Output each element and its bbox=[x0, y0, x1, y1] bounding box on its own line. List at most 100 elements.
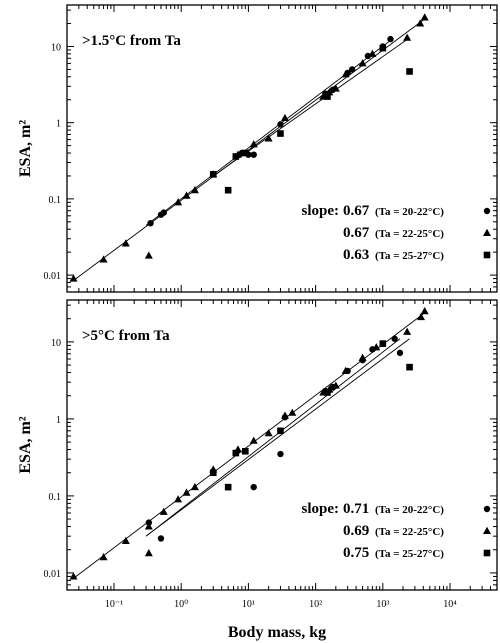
data-point-circle bbox=[147, 219, 154, 227]
legend-temperature: (Ta = 20-22°C) bbox=[375, 206, 444, 218]
data-point-triangle bbox=[331, 84, 340, 92]
y-tick-label: 1 bbox=[56, 119, 61, 130]
slope-value: 0.75 bbox=[343, 545, 369, 561]
data-point-circle bbox=[391, 335, 398, 342]
data-point-triangle bbox=[144, 522, 153, 530]
panel-annotation: >5°C from Ta bbox=[82, 328, 170, 344]
data-point-square bbox=[242, 149, 249, 157]
y-tick-label: 1 bbox=[56, 415, 61, 426]
legend-marker-triangle bbox=[483, 526, 491, 534]
legend-temperature: (Ta = 25-27°C) bbox=[375, 548, 444, 560]
data-point-triangle bbox=[264, 429, 273, 437]
y-tick-label: 0.01 bbox=[44, 271, 62, 282]
y-tick-label: 0.1 bbox=[49, 195, 62, 206]
fit-line-triangle bbox=[73, 17, 427, 281]
slope-value: 0.71 bbox=[343, 501, 369, 517]
data-point-circle bbox=[277, 450, 284, 458]
slope-label: slope: bbox=[302, 203, 340, 219]
data-point-triangle bbox=[403, 33, 412, 41]
y-tick-label: 10 bbox=[51, 42, 61, 53]
data-point-triangle bbox=[190, 482, 199, 491]
data-point-square bbox=[277, 130, 284, 137]
data-point-triangle bbox=[174, 198, 183, 206]
data-point-square bbox=[406, 68, 413, 75]
data-point-triangle bbox=[144, 549, 153, 557]
data-point-triangle bbox=[174, 495, 183, 503]
legend-temperature: (Ta = 22-25°C) bbox=[375, 526, 444, 538]
data-point-square bbox=[232, 449, 240, 457]
data-point-triangle bbox=[358, 59, 367, 67]
data-point-triangle bbox=[121, 536, 130, 544]
legend-marker-circle bbox=[483, 505, 491, 513]
x-tick-label: 10² bbox=[309, 599, 322, 610]
data-point-square bbox=[232, 153, 240, 160]
data-point-square bbox=[406, 363, 413, 371]
plot-frame bbox=[66, 4, 498, 293]
legend-marker-square bbox=[483, 549, 491, 557]
data-point-triangle bbox=[288, 408, 297, 416]
data-point-triangle bbox=[144, 251, 153, 259]
slope-label: slope: bbox=[302, 501, 340, 517]
y-axis-label: ESA, m² bbox=[17, 120, 34, 177]
y-tick-label: 0.01 bbox=[44, 569, 62, 580]
x-tick-label: 10³ bbox=[376, 599, 389, 610]
data-point-square bbox=[324, 389, 331, 396]
data-point-triangle bbox=[358, 353, 367, 361]
data-point-triangle bbox=[69, 572, 78, 580]
data-point-triangle bbox=[99, 255, 108, 263]
data-point-triangle bbox=[182, 488, 191, 496]
data-point-circle bbox=[277, 121, 284, 128]
y-tick-label: 0.1 bbox=[49, 492, 62, 503]
fit-line-triangle bbox=[73, 310, 427, 579]
slope-value: 0.67 bbox=[343, 225, 370, 241]
data-point-square bbox=[242, 447, 249, 455]
data-point-triangle bbox=[249, 436, 258, 444]
data-point-triangle bbox=[190, 185, 199, 194]
data-point-square bbox=[224, 483, 232, 491]
fit-line-circle bbox=[145, 338, 401, 537]
data-point-circle bbox=[250, 151, 257, 158]
x-tick-label: 10⁴ bbox=[443, 599, 457, 610]
data-point-triangle bbox=[341, 70, 350, 78]
y-axis-label: ESA, m² bbox=[17, 416, 34, 473]
data-point-circle bbox=[348, 66, 356, 73]
data-point-triangle bbox=[341, 366, 350, 374]
x-tick-label: 10¹ bbox=[242, 599, 255, 610]
legend-temperature: (Ta = 20-22°C) bbox=[375, 504, 444, 516]
data-point-square bbox=[379, 44, 387, 52]
data-point-circle bbox=[157, 535, 165, 542]
data-point-triangle bbox=[69, 274, 78, 282]
panel-annotation: >1.5°C from Ta bbox=[82, 33, 181, 49]
data-point-square bbox=[379, 340, 387, 347]
data-point-triangle bbox=[249, 140, 258, 148]
data-point-triangle bbox=[182, 191, 191, 199]
data-point-circle bbox=[396, 349, 404, 357]
slope-value: 0.63 bbox=[343, 247, 369, 263]
x-axis-label: Body mass, kg bbox=[228, 624, 326, 641]
data-point-triangle bbox=[121, 239, 130, 247]
data-point-triangle bbox=[280, 411, 289, 419]
data-point-triangle bbox=[368, 49, 377, 57]
data-point-triangle bbox=[331, 381, 340, 389]
data-point-triangle bbox=[372, 343, 381, 351]
chart-panel-2: 0.01 0.1 1 10 10⁻¹ 10⁰ 10¹ 10² 10³ 10⁴ ESA, m² Body… bbox=[17, 299, 498, 641]
data-point-circle bbox=[364, 52, 372, 60]
data-point-triangle bbox=[417, 312, 426, 321]
y-tick-label: 10 bbox=[51, 338, 61, 349]
data-point-triangle bbox=[403, 327, 412, 335]
legend-marker-triangle bbox=[483, 228, 491, 236]
plot-frame bbox=[66, 299, 498, 591]
data-point-circle bbox=[387, 35, 394, 43]
fit-line-square bbox=[145, 338, 410, 537]
data-point-circle bbox=[250, 483, 257, 491]
slope-value: 0.69 bbox=[343, 523, 369, 539]
legend-marker-circle bbox=[483, 207, 491, 215]
slope-value: 0.67 bbox=[343, 203, 370, 219]
legend-temperature: (Ta = 25-27°C) bbox=[375, 250, 444, 262]
x-tick-label: 10⁰ bbox=[174, 599, 188, 610]
data-point-triangle bbox=[159, 507, 168, 515]
data-point-square bbox=[277, 427, 284, 435]
x-tick-label: 10⁻¹ bbox=[105, 599, 123, 610]
